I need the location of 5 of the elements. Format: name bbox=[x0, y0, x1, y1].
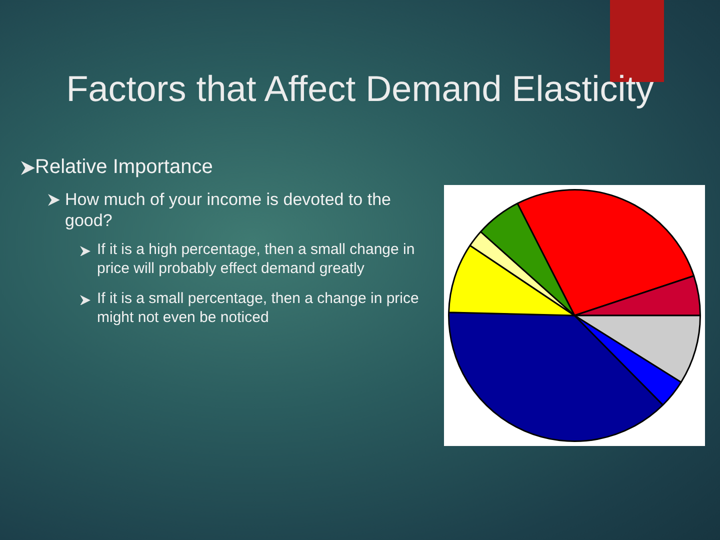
text: Relative Importance bbox=[35, 155, 214, 180]
text: If it is a high percentage, then a small change in price will probably effect demand greatly bbox=[97, 241, 416, 278]
chart-title: Factors that Affect Demand Elasticity bbox=[65, 68, 655, 110]
text: How much of your income is devoted to the good? bbox=[65, 189, 392, 232]
text: If it is a small percentage, then a change in price might not even be noticed bbox=[97, 290, 420, 328]
